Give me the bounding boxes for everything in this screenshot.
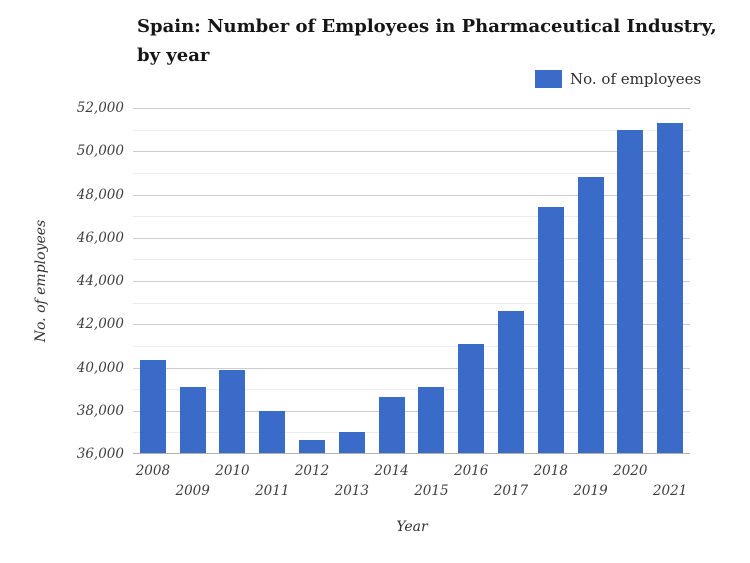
x-tick-label: 2011 [255,483,290,499]
y-tick-label: 42,000 [76,316,124,333]
bar-2014[interactable] [378,396,405,453]
x-tick-label: 2016 [453,463,489,479]
y-tick-label: 52,000 [76,100,124,116]
x-axis-line [133,453,690,454]
gridline-minor [133,259,690,261]
x-tick-label: 2020 [613,463,648,479]
bar-2017[interactable] [497,311,524,453]
bar-2013[interactable] [338,432,365,453]
x-tick-label: 2013 [334,483,369,499]
gridline-minor [133,389,690,391]
gridline-minor [133,302,690,304]
x-axis-title: Year [396,519,428,535]
bar-2010[interactable] [219,369,246,453]
legend-label: No. of employees [570,70,702,88]
bar-2019[interactable] [577,177,604,453]
y-tick-label: 44,000 [76,273,124,289]
x-tick-label: 2015 [414,483,449,499]
x-tick-label: 2017 [493,483,529,499]
y-tick-label: 46,000 [76,229,124,246]
gridline-minor [133,345,690,347]
gridline-major [133,237,690,239]
gridline-major [133,324,690,326]
bar-2012[interactable] [299,439,326,453]
gridline-major [133,151,690,153]
x-tick-label: 2010 [215,463,250,479]
y-tick-label: 40,000 [76,359,124,376]
gridline-major [133,410,690,412]
x-tick-label: 2012 [294,463,330,479]
bar-2016[interactable] [458,343,485,453]
x-tick-label: 2021 [652,483,688,499]
x-tick-label: 2019 [573,483,608,499]
gridline-major [133,281,690,282]
y-tick-label: 48,000 [76,186,124,203]
gridline-minor [133,216,690,218]
gridline-major [133,194,690,196]
x-tick-label: 2018 [533,463,568,479]
gridline-minor [133,172,690,174]
gridline-major [133,108,690,109]
x-tick-label: 2009 [175,483,210,499]
bar-2015[interactable] [418,386,445,453]
legend: No. of employees [535,70,701,88]
bar-2020[interactable] [617,129,644,453]
gridline-major [133,367,690,369]
plot-area [133,108,690,454]
bar-2021[interactable] [657,123,684,453]
y-tick-label: 38,000 [76,402,124,419]
x-tick-label: 2008 [135,463,171,479]
gridline-minor [133,129,690,131]
y-tick-label: 36,000 [76,446,124,462]
bar-2008[interactable] [139,359,166,453]
x-tick-label: 2014 [374,463,409,479]
bar-2009[interactable] [179,386,206,453]
bar-2011[interactable] [259,410,286,453]
y-tick-label: 50,000 [76,143,124,160]
chart-title: Spain: Number of Employees in Pharmaceut… [137,16,717,66]
bar-2018[interactable] [537,207,564,453]
legend-swatch-icon [535,70,562,88]
gridline-minor [133,432,690,434]
